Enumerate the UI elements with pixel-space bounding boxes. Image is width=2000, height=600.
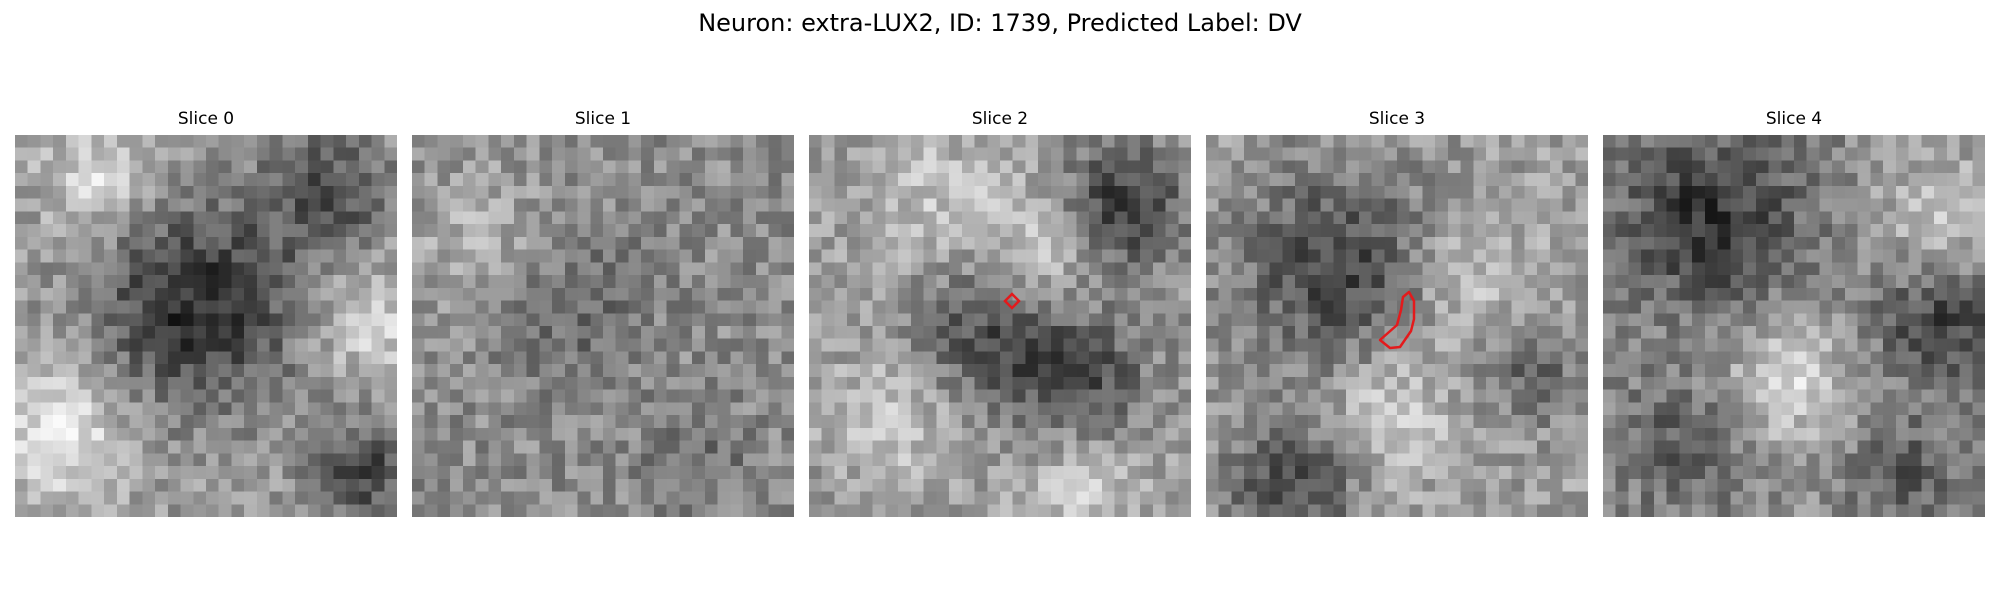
- slice-title-4: Slice 4: [1765, 109, 1823, 129]
- slice-image-2: [809, 135, 1191, 517]
- slice-title-1: Slice 1: [574, 109, 632, 129]
- slice-image-4: [1603, 135, 1985, 517]
- slice-title-2: Slice 2: [971, 109, 1029, 129]
- slice-panel-1: Slice 1: [412, 108, 794, 517]
- slice-image-0: [15, 135, 397, 517]
- slice-title-0: Slice 0: [177, 109, 235, 129]
- slice-panel-3: Slice 3: [1206, 108, 1588, 517]
- slice-panel-0: Slice 0: [15, 108, 397, 517]
- figure-title: Neuron: extra-LUX2, ID: 1739, Predicted …: [698, 9, 1302, 37]
- slice-panel-2: Slice 2: [809, 108, 1191, 517]
- slice-panel-4: Slice 4: [1603, 108, 1985, 517]
- slice-image-1: [412, 135, 794, 517]
- slice-image-3: [1206, 135, 1588, 517]
- slice-title-3: Slice 3: [1368, 109, 1426, 129]
